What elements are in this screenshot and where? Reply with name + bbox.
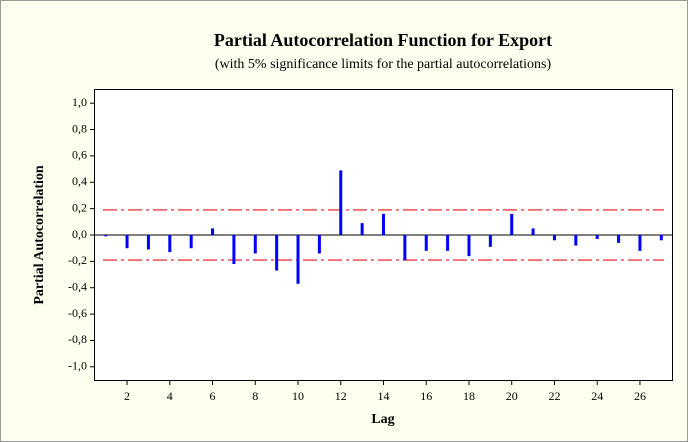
y-tick-label: 0,8 — [72, 121, 87, 135]
bar — [189, 235, 193, 249]
bar — [424, 235, 428, 251]
bar — [360, 223, 364, 235]
bar — [296, 235, 300, 284]
y-tick-label: -0,8 — [68, 332, 87, 346]
bar — [146, 235, 150, 250]
bar — [275, 235, 279, 271]
bar — [253, 235, 257, 254]
bar — [168, 235, 172, 253]
x-tick-label: 10 — [292, 389, 304, 403]
y-tick-label: 0,4 — [72, 174, 87, 188]
x-tick-label: 20 — [506, 389, 518, 403]
y-tick-label: -0,2 — [68, 253, 87, 267]
bar — [446, 235, 450, 251]
y-tick-label: 1,0 — [72, 95, 87, 109]
chart-subtitle: (with 5% significance limits for the par… — [215, 57, 552, 72]
x-tick-label: 2 — [124, 389, 130, 403]
x-tick-label: 18 — [463, 389, 475, 403]
x-tick-label: 26 — [634, 389, 646, 403]
x-tick-label: 4 — [167, 389, 173, 403]
bar — [531, 228, 535, 235]
bar — [125, 235, 129, 249]
x-tick-label: 22 — [548, 389, 560, 403]
bar — [339, 170, 343, 235]
bar — [382, 213, 385, 235]
bar — [232, 235, 236, 264]
x-tick-label: 24 — [591, 389, 603, 403]
bar — [574, 235, 578, 246]
chart-title: Partial Autocorrelation Function for Exp… — [214, 30, 552, 50]
bar — [317, 235, 321, 254]
bar — [552, 235, 556, 241]
x-axis-label: Lag — [371, 412, 394, 427]
y-axis-label: Partial Autocorrelation — [32, 165, 47, 305]
y-tick-label: 0,0 — [72, 227, 87, 241]
y-tick-label: 0,6 — [72, 148, 87, 162]
y-tick-label: -0,4 — [68, 279, 87, 293]
bar — [488, 235, 492, 247]
y-tick-label: -0,6 — [68, 306, 87, 320]
bar — [638, 235, 642, 251]
bar — [403, 235, 407, 261]
x-tick-label: 8 — [252, 389, 258, 403]
x-tick-label: 14 — [378, 389, 390, 403]
bar — [617, 235, 621, 243]
x-tick-label: 16 — [420, 389, 432, 403]
y-tick-label: 0,2 — [72, 200, 87, 214]
x-tick-label: 6 — [210, 389, 216, 403]
bar — [510, 213, 514, 235]
bar — [104, 235, 108, 237]
bar — [595, 235, 599, 239]
bar — [467, 235, 471, 257]
x-tick-label: 12 — [335, 389, 347, 403]
bar — [211, 228, 215, 235]
y-tick-label: -1,0 — [68, 359, 87, 373]
bar — [659, 235, 663, 241]
